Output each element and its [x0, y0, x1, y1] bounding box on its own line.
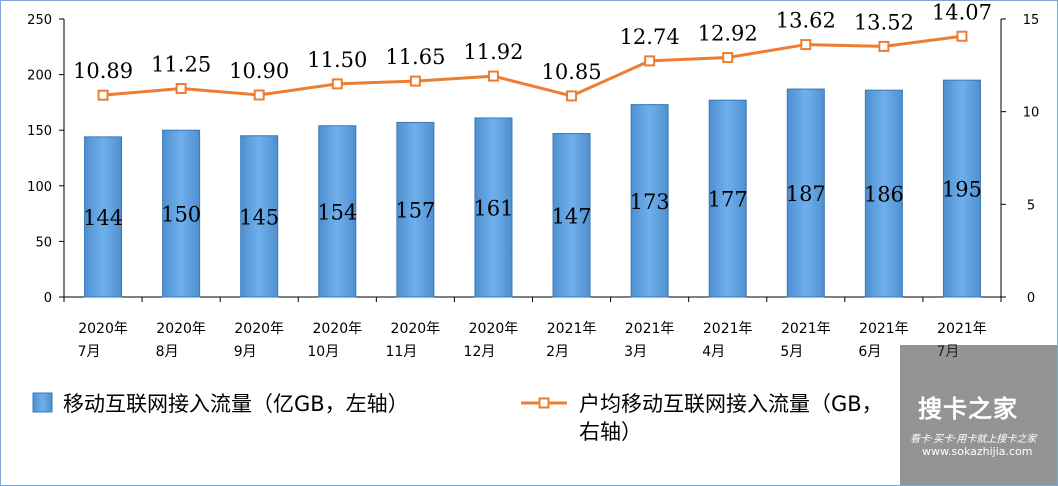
bar — [630, 104, 669, 298]
line-value-label: 14.07 — [932, 1, 992, 24]
line-point — [800, 39, 812, 51]
bar — [708, 99, 747, 298]
line-value-label: 11.92 — [463, 40, 523, 64]
y-left-tick-label: 100 — [27, 180, 52, 195]
watermark-logo: 搜卡之家 — [918, 395, 1018, 423]
line-point — [722, 52, 734, 64]
bar-value-label: 186 — [864, 183, 904, 207]
x-category-label: 5月 — [780, 344, 803, 360]
bar-value-label: 161 — [473, 196, 513, 220]
x-category-label: 9月 — [234, 344, 257, 360]
y-right-tick-label: 5 — [1027, 198, 1035, 213]
legend-bar-swatch — [32, 392, 53, 413]
legend-bar-label: 移动互联网接入流量（亿GB，左轴） — [63, 392, 409, 416]
bar-value-label: 195 — [942, 178, 982, 202]
y-right-tick-label: 0 — [1027, 291, 1035, 306]
bar-value-label: 144 — [83, 206, 123, 230]
x-category-label: 11月 — [385, 344, 417, 360]
line-point — [97, 89, 109, 101]
bar-value-label: 187 — [786, 182, 826, 206]
x-category-label: 3月 — [624, 344, 647, 360]
line-value-label: 12.74 — [620, 25, 680, 49]
x-category-label: 12月 — [464, 344, 496, 360]
line-point — [409, 75, 421, 87]
x-category-label: 2020年 — [391, 321, 441, 337]
y-left-tick-label: 200 — [27, 69, 52, 84]
line-point — [878, 40, 890, 52]
x-category-label: 8月 — [156, 344, 179, 360]
line-value-label: 10.90 — [229, 59, 289, 83]
watermark-url: www.sokazhijia.com — [922, 445, 1033, 458]
y-right-tick-label: 15 — [1023, 13, 1040, 28]
x-category-label: 10月 — [307, 344, 339, 360]
x-category-label: 2021年 — [703, 321, 753, 337]
watermark: 搜卡之家 看卡·买卡·用卡就上搜卡之家 www.sokazhijia.com — [900, 345, 1057, 485]
line-point — [487, 70, 499, 82]
x-category-label: 6月 — [858, 344, 881, 360]
watermark-subtitle: 看卡·买卡·用卡就上搜卡之家 — [910, 434, 1037, 445]
line-point — [175, 83, 187, 94]
bar — [786, 88, 825, 298]
bar-value-label: 157 — [395, 199, 435, 223]
x-category-label: 2021年 — [859, 321, 909, 337]
line-series-path — [102, 34, 963, 98]
x-category-label: 2020年 — [469, 321, 519, 337]
line-point — [566, 90, 578, 102]
line-value-label: 11.25 — [151, 53, 211, 77]
bar — [84, 136, 123, 298]
bar — [396, 121, 435, 298]
bar-value-label: 177 — [708, 188, 748, 212]
x-category-label: 2021年 — [625, 321, 675, 337]
x-category-label: 7月 — [78, 344, 101, 360]
x-category-label: 2020年 — [78, 321, 128, 337]
y-right-tick-label: 10 — [1023, 106, 1040, 121]
line-point — [253, 89, 265, 101]
bar — [318, 125, 357, 298]
bar-value-label: 150 — [161, 203, 201, 227]
legend-line-marker — [538, 397, 550, 409]
bar — [942, 79, 981, 298]
bar-value-label: 147 — [551, 204, 591, 228]
y-left-tick-label: 250 — [27, 13, 52, 28]
line-value-label: 11.65 — [385, 45, 445, 69]
bar — [864, 89, 903, 298]
line-point — [956, 30, 968, 42]
bar — [552, 133, 591, 298]
x-category-label: 2021年 — [781, 321, 831, 337]
x-category-label: 2020年 — [312, 321, 362, 337]
x-category-label: 4月 — [702, 344, 725, 360]
bar — [240, 135, 279, 298]
bar — [162, 129, 201, 298]
bar — [474, 117, 513, 298]
line-point — [644, 55, 656, 67]
x-category-label: 2021年 — [937, 321, 987, 337]
y-left-tick-label: 50 — [35, 235, 52, 250]
line-value-label: 11.50 — [307, 48, 367, 72]
legend-line-label-line2: 右轴） — [579, 420, 642, 444]
x-category-label: 2月 — [546, 344, 569, 360]
line-point — [331, 78, 343, 90]
bar-value-label: 173 — [630, 190, 670, 214]
bar-value-label: 154 — [317, 200, 357, 224]
y-left-tick-label: 0 — [44, 291, 52, 306]
x-category-label: 2020年 — [156, 321, 206, 337]
line-value-label: 13.52 — [854, 10, 914, 34]
legend-line-label: 户均移动互联网接入流量（GB， 右轴） — [579, 392, 883, 444]
y-left-tick-label: 150 — [27, 124, 52, 139]
legend-line-label-line1: 户均移动互联网接入流量（GB， — [579, 392, 883, 416]
line-value-label: 13.62 — [776, 9, 836, 33]
bar-value-label: 145 — [239, 205, 279, 229]
x-category-label: 2021年 — [547, 321, 597, 337]
line-value-label: 10.85 — [541, 60, 601, 84]
line-value-label: 10.89 — [73, 59, 133, 83]
line-value-label: 12.92 — [698, 22, 758, 46]
x-category-label: 2020年 — [234, 321, 284, 337]
